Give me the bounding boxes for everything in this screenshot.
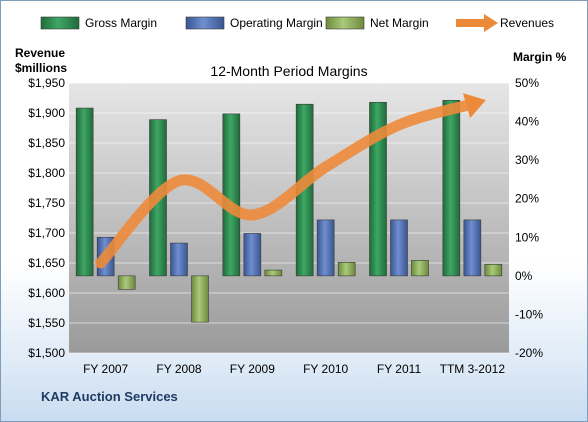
category-label: FY 2011 (377, 362, 422, 376)
bar-net-margin (264, 269, 283, 277)
bar-net-margin (191, 275, 209, 323)
category-labels: FY 2007 FY 2008 FY 2009 FY 2010 FY 2011 TTM 3… (83, 362, 505, 376)
left-tick-label: $1,700 (28, 226, 65, 240)
bar-operating-margin (170, 242, 188, 277)
left-tick-label: $1,550 (28, 316, 65, 330)
left-tick-label: $1,600 (28, 286, 65, 300)
gridlines (69, 82, 509, 354)
revenue-arrowhead (462, 93, 486, 119)
right-tick-label: -10% (515, 307, 543, 321)
legend-swatch (40, 16, 80, 30)
bar-net-margin (117, 275, 136, 290)
left-tick-label: $1,650 (28, 256, 65, 270)
bar-operating-margin (316, 219, 335, 277)
legend-swatch-arrow (484, 14, 498, 32)
bar-gross-margin (222, 113, 241, 277)
legend-label: Gross Margin (85, 16, 157, 30)
bar-operating-margin (243, 233, 262, 277)
bar-gross-margin (75, 107, 94, 277)
right-tick-label: 30% (515, 153, 539, 167)
legend-label: Revenues (500, 16, 554, 30)
right-tick-label: 40% (515, 115, 539, 129)
bar-operating-margin (390, 219, 408, 277)
left-tick-label: $1,900 (28, 106, 65, 120)
left-tick-label: $1,850 (28, 136, 65, 150)
company-label: KAR Auction Services (41, 389, 178, 404)
bar-net-margin (337, 262, 356, 277)
left-tick-label: $1,800 (28, 166, 65, 180)
right-tick-label: 10% (515, 230, 539, 244)
category-label: FY 2008 (156, 362, 201, 376)
left-tick-label: $1,750 (28, 196, 65, 210)
legend-label: Operating Margin (230, 16, 323, 30)
bar-operating-margin (463, 219, 482, 277)
left-tick-label: $1,950 (28, 76, 65, 90)
legend: Gross Margin Operating Margin Net Margin Re… (40, 14, 554, 32)
category-label: FY 2009 (230, 362, 275, 376)
legend-label: Net Margin (370, 16, 429, 30)
right-tick-label: 0% (515, 269, 533, 283)
bar-gross-margin (369, 101, 387, 277)
left-axis-title-line2: $millions (15, 61, 67, 75)
category-label: FY 2010 (303, 362, 348, 376)
revenue-line (95, 98, 478, 269)
right-axis-ticks: -20% -10% 0% 10% 20% 30% 40% 50% (515, 76, 543, 360)
category-label: TTM 3-2012 (440, 362, 506, 376)
bar-net-margin (484, 263, 503, 277)
right-tick-label: 20% (515, 192, 539, 206)
bar-net-margin (411, 260, 429, 277)
left-axis-title: Revenue $millions (15, 46, 68, 75)
right-tick-label: -20% (515, 346, 543, 360)
right-axis-title: Margin % (513, 50, 567, 64)
legend-swatch (185, 16, 225, 30)
chart-title: 12-Month Period Margins (210, 63, 367, 79)
left-axis-ticks: $1,500 $1,550 $1,600 $1,650 $1,700 $1,750 $1,8… (28, 76, 65, 360)
right-tick-label: 50% (515, 76, 539, 90)
revenue-line-group (95, 93, 486, 269)
category-label: FY 2007 (83, 362, 128, 376)
bar-gross-margin (442, 100, 461, 277)
left-tick-label: $1,500 (28, 346, 65, 360)
legend-swatch (325, 16, 365, 30)
left-axis-title-line1: Revenue (15, 46, 65, 60)
